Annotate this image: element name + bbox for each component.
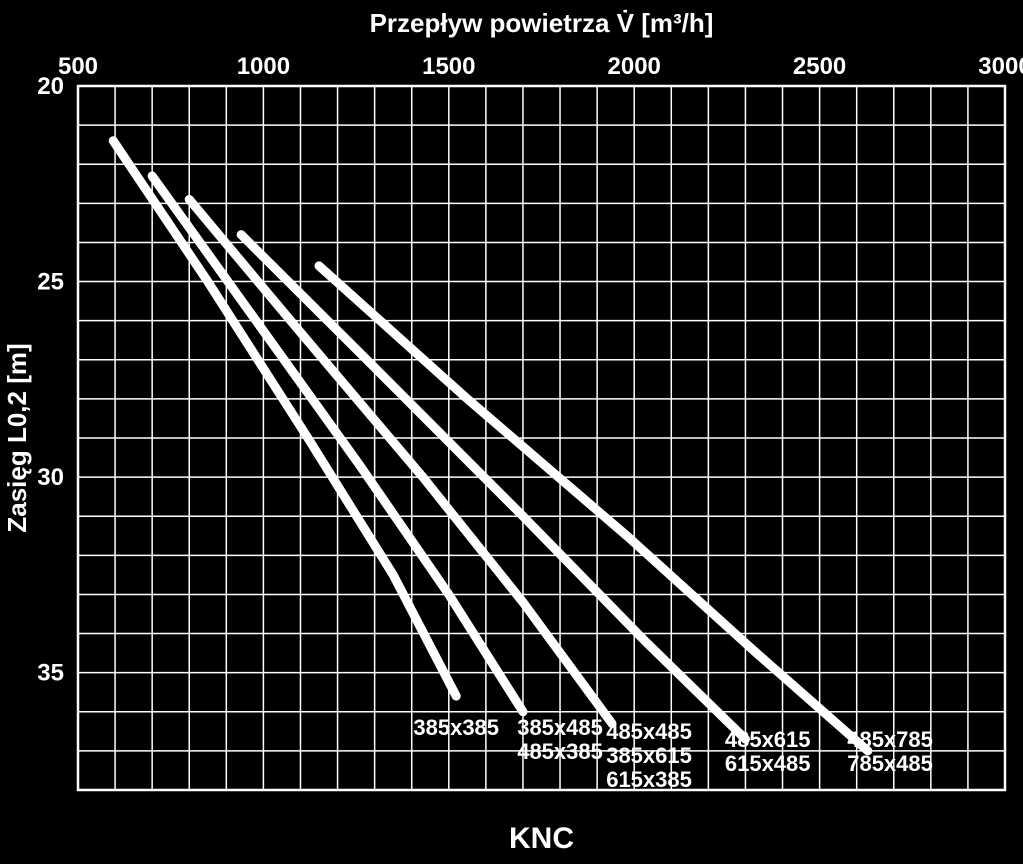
series-label: 785x485 [847, 751, 933, 776]
series-label: 485x615 [725, 727, 811, 752]
series-label: 615x385 [606, 767, 692, 792]
series-label: 385x485 [517, 715, 603, 740]
series-curve [113, 141, 456, 696]
x-tick-label: 2500 [793, 53, 846, 80]
chart-title: KNC [509, 822, 574, 855]
series-label: 485x385 [517, 739, 603, 764]
x-tick-label: 2000 [608, 53, 661, 80]
series-label: 615x485 [725, 751, 811, 776]
series-label: 385x385 [413, 715, 499, 740]
y-tick-label: 30 [37, 464, 64, 491]
series-label: 485x785 [847, 727, 933, 752]
y-tick-label: 25 [37, 269, 64, 296]
series-label: 485x485 [606, 719, 692, 744]
series-curve [319, 266, 868, 751]
y-axis-label: Zasięg L0,2 [m] [2, 343, 32, 532]
chart-svg: 5001000150020002500300020253035Przepływ … [0, 0, 1023, 864]
x-tick-label: 1000 [237, 53, 290, 80]
x-tick-label: 3000 [978, 53, 1023, 80]
series-label: 385x615 [606, 743, 692, 768]
y-tick-label: 20 [37, 73, 64, 100]
x-tick-label: 1500 [422, 53, 475, 80]
series-curve [189, 199, 612, 723]
chart-container: 5001000150020002500300020253035Przepływ … [0, 0, 1023, 864]
y-tick-label: 35 [37, 660, 64, 687]
x-axis-label: Przepływ powietrza V̇ [m³/h] [370, 8, 714, 38]
